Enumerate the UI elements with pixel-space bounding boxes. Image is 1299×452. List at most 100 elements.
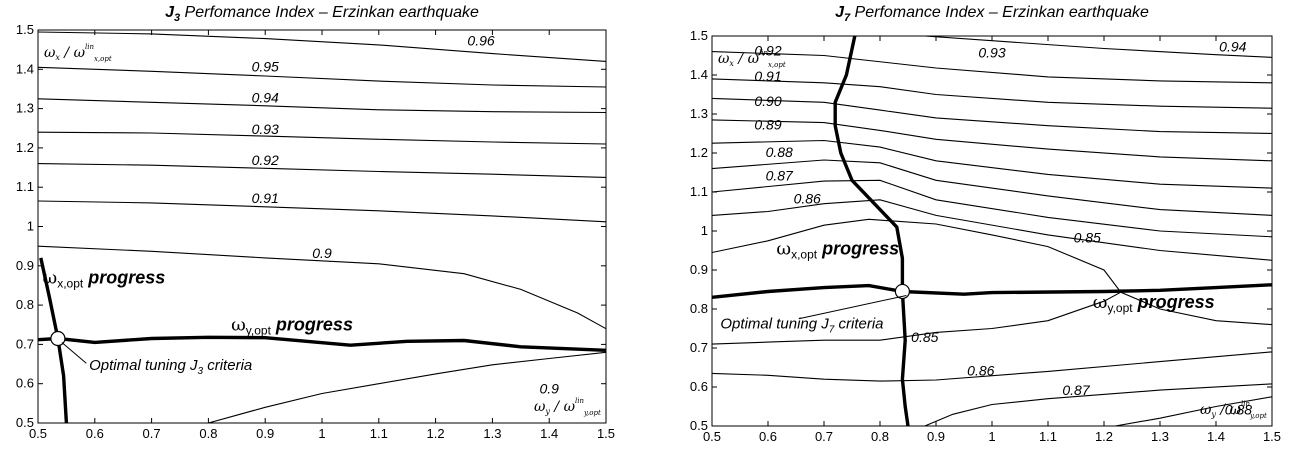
progress-label: ωy,opt progress: [231, 315, 353, 338]
contour-line: [712, 159, 1272, 216]
contour-line: [924, 383, 1272, 426]
plot-frame: [711, 35, 1273, 427]
contour-plot: 0.5 0.6 0.7 0.8 0.9 1 1.1 1.2 1.3 1.4 1.50.50.60.7…: [690, 28, 1281, 444]
contour-label: 0.85: [1074, 230, 1101, 246]
progress-label: ωy,opt progress: [1093, 292, 1215, 315]
y-tick-label: 0.6: [690, 379, 708, 394]
annotation-leader: [798, 294, 907, 320]
y-tick-label: 1.3: [690, 106, 708, 121]
contour-line: [712, 291, 1272, 345]
plot-frame: [37, 29, 607, 424]
contour-label: 0.92: [252, 152, 279, 168]
contour-label: 0.90: [754, 93, 781, 109]
x-tick-label: 0.9: [927, 429, 945, 444]
x-tick-label: 1.1: [370, 426, 388, 441]
y-tick-label: 1.4: [16, 61, 34, 76]
contour-line: [38, 31, 606, 62]
contour-line: [712, 78, 1272, 109]
chart-title: J7 Perfomance Index – Erzinkan earthquak…: [712, 4, 1272, 24]
contour-label: 0.86: [794, 191, 821, 207]
y-tick-label: 0.6: [16, 376, 34, 391]
contour-line: [712, 218, 1122, 293]
y-tick-label: 0.9: [16, 258, 34, 273]
y-tick-label: 1.5: [16, 22, 34, 37]
contour-label: 0.85: [911, 329, 938, 345]
plot-content: 0.940.930.920.910.900.890.880.870.860.85…: [712, 36, 1272, 426]
title-symbol: J: [165, 4, 174, 21]
progress-label: ωx,opt progress: [43, 267, 166, 290]
contour-line: [38, 131, 606, 145]
y-tick-label: 1.2: [690, 145, 708, 160]
y-tick-label: 0.9: [690, 262, 708, 277]
x-tick-label: 0.7: [815, 429, 833, 444]
optimum-marker: [50, 330, 66, 347]
annotation-leader: [61, 342, 87, 364]
title-text: Perfomance Index – Erzinkan earthquake: [180, 4, 479, 21]
y-tick-label: 1.2: [16, 140, 34, 155]
contour-label: 0.94: [1219, 39, 1246, 55]
contour-label: 0.92: [754, 43, 781, 59]
y-tick-label: 0.7: [690, 340, 708, 355]
x-tick-label: 1: [318, 426, 325, 441]
title-symbol: J: [835, 4, 844, 21]
x-tick-label: 0.6: [86, 426, 104, 441]
contour-line: [38, 245, 606, 330]
contour-line: [712, 51, 1272, 84]
title-text: Perfomance Index – Erzinkan earthquake: [850, 4, 1149, 21]
optimum-marker: [894, 283, 910, 300]
contour-line: [712, 97, 1272, 135]
x-tick-label: 1.1: [1039, 429, 1057, 444]
contour-label: 0.87: [766, 167, 794, 183]
title-subscript: 7: [843, 12, 851, 25]
contour-label: 0.87: [1062, 382, 1090, 398]
x-tick-label: 1.4: [540, 426, 558, 441]
chart-panel-j7: J7 Perfomance Index – Erzinkan earthquak…: [660, 0, 1299, 452]
contour-label: 0.94: [252, 89, 279, 105]
contour-plot: 0.5 0.6 0.7 0.8 0.9 1 1.1 1.2 1.3 1.4 1.50.50.60.7…: [16, 22, 615, 441]
contour-label: 0.9: [539, 381, 559, 397]
x-axis-label: ωy / ωliny,opt: [1200, 400, 1267, 420]
progress-line: [833, 36, 910, 426]
x-tick-label: 1.5: [597, 426, 615, 441]
progress-label: ωx,opt progress: [776, 238, 899, 261]
x-tick-label: 0.5: [29, 426, 47, 441]
y-tick-label: 1.5: [690, 28, 708, 43]
x-tick-label: 0.9: [256, 426, 274, 441]
chart-title: J3 Perfomance Index – Erzinkan earthquak…: [38, 4, 606, 24]
y-axis-label: ωx / ωlinx,opt: [718, 49, 786, 69]
annotation-label: Optimal tuning J3 criteria: [89, 357, 252, 377]
contour-label: 0.95: [252, 58, 279, 74]
y-tick-label: 1.1: [16, 179, 34, 194]
contour-label: 0.93: [252, 121, 279, 137]
contour-label: 0.96: [467, 33, 494, 49]
contour-line: [712, 119, 1272, 162]
contour-line: [1115, 396, 1272, 426]
y-tick-label: 0.5: [16, 415, 34, 430]
x-tick-label: 1.2: [1095, 429, 1113, 444]
contour-line: [38, 200, 606, 223]
progress-line: [712, 283, 1272, 299]
contour-label: 0.88: [766, 144, 793, 160]
contour-line: [712, 351, 1272, 382]
contour-line: [38, 163, 606, 178]
x-tick-label: 0.5: [703, 429, 721, 444]
title-subscript: 3: [173, 12, 181, 25]
contour-label: 0.86: [967, 362, 994, 378]
annotation-label: Optimal tuning J7 criteria: [720, 316, 883, 336]
contour-label: 0.91: [754, 68, 781, 84]
plot-content: 0.96 0.95 0.94 0.93 0.92 0.91 0.9 0.9 Optimal tu…: [38, 31, 606, 423]
contour-label: 0.9: [312, 245, 332, 261]
y-tick-label: 1.3: [16, 101, 34, 116]
y-tick-label: 1.1: [690, 184, 708, 199]
contour-line: [208, 351, 606, 423]
contour-label: 0.88: [1225, 401, 1252, 417]
chart-panel-j3: J3 Perfomance Index – Erzinkan earthquak…: [0, 0, 640, 452]
contour-line: [712, 199, 1272, 261]
contour-line: [38, 66, 606, 88]
y-tick-label: 1: [27, 219, 34, 234]
contour-label: 0.93: [978, 44, 1005, 60]
contour-label: 0.89: [754, 117, 781, 133]
contour-line: [712, 179, 1272, 238]
y-tick-label: 0.8: [16, 297, 34, 312]
y-tick-label: 0.5: [690, 418, 708, 433]
